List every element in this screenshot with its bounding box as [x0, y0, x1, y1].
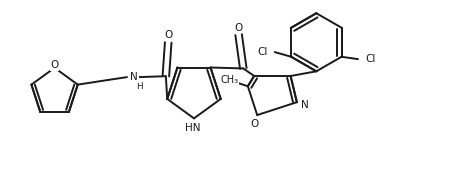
- Text: CH₃: CH₃: [220, 75, 238, 85]
- Text: O: O: [251, 119, 259, 129]
- Text: HN: HN: [185, 123, 201, 133]
- Text: H: H: [136, 82, 143, 91]
- Text: Cl: Cl: [365, 54, 376, 64]
- Text: N: N: [130, 72, 138, 82]
- Text: O: O: [50, 60, 59, 70]
- Text: O: O: [235, 23, 243, 33]
- Text: O: O: [164, 30, 172, 40]
- Text: Cl: Cl: [258, 47, 268, 57]
- Text: N: N: [301, 100, 309, 109]
